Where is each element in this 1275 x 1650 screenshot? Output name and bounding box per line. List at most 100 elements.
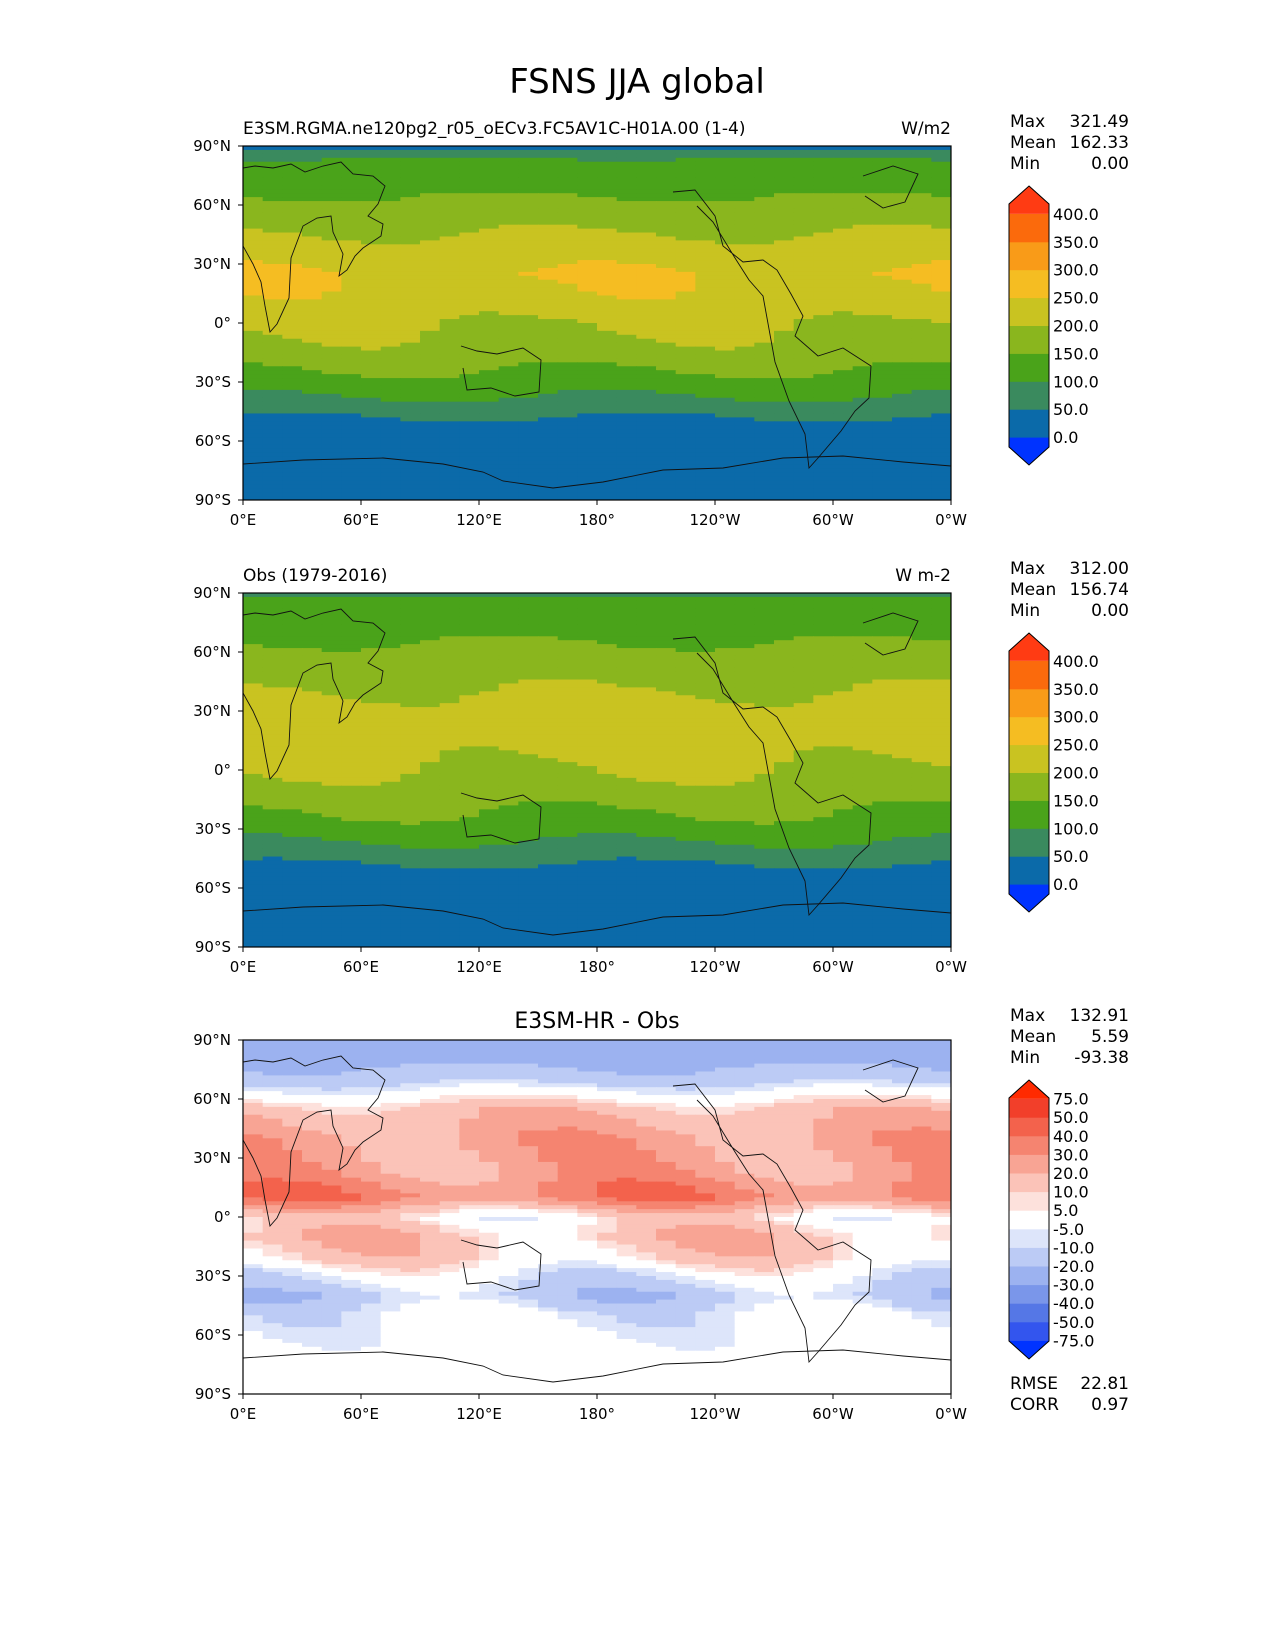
field-cell xyxy=(321,330,342,336)
field-cell xyxy=(380,730,401,736)
field-cell xyxy=(341,460,362,466)
field-cell xyxy=(538,169,559,175)
field-cell xyxy=(361,197,382,202)
field-cell xyxy=(675,165,696,171)
field-cell xyxy=(931,346,951,352)
field-cell xyxy=(459,397,480,403)
field-cell xyxy=(380,236,401,241)
field-cell xyxy=(774,366,795,371)
field-cell xyxy=(734,311,755,316)
field-cell xyxy=(459,177,480,182)
field-cell xyxy=(597,185,618,190)
field-cell xyxy=(282,240,303,245)
field-cell xyxy=(656,378,677,383)
field-cell xyxy=(557,604,578,610)
field-cell xyxy=(420,177,441,182)
field-cell xyxy=(715,663,736,669)
field-cell xyxy=(321,766,342,771)
field-cell xyxy=(262,264,283,269)
field-cell xyxy=(577,596,598,602)
field-cell xyxy=(341,714,362,720)
field-cell xyxy=(892,600,913,606)
field-cell xyxy=(852,350,873,356)
field-cell xyxy=(420,295,441,300)
field-cell xyxy=(439,201,460,206)
field-cell xyxy=(479,248,500,253)
field-cell xyxy=(931,600,951,606)
field-cell xyxy=(813,224,834,230)
field-cell xyxy=(911,679,932,685)
field-cell xyxy=(361,652,382,657)
field-cell xyxy=(498,659,519,665)
field-cell xyxy=(361,703,382,708)
field-cell xyxy=(479,260,500,265)
field-cell xyxy=(852,256,873,261)
field-cell xyxy=(793,358,814,363)
field-cell xyxy=(656,409,677,415)
field-cell xyxy=(813,726,834,732)
field-cell xyxy=(813,773,834,779)
field-cell xyxy=(911,593,932,598)
field-cell xyxy=(321,189,342,194)
field-cell xyxy=(557,456,578,462)
field-cell xyxy=(439,228,460,234)
field-cell xyxy=(616,157,637,163)
field-cell xyxy=(380,742,401,747)
field-cell xyxy=(262,667,283,673)
field-cell xyxy=(400,315,421,320)
field-cell xyxy=(498,707,519,712)
field-cell xyxy=(321,773,342,779)
field-cell xyxy=(459,330,480,336)
field-cell xyxy=(833,208,854,214)
field-cell xyxy=(734,671,755,677)
field-cell xyxy=(872,295,893,300)
field-cell xyxy=(321,393,342,399)
field-cell xyxy=(498,679,519,685)
field-cell xyxy=(282,464,303,470)
x-axis: 0°E 60°E 120°E 180° 120°W 60°W 0°W xyxy=(230,500,967,529)
field-cell xyxy=(262,722,283,728)
field-cell xyxy=(361,722,382,728)
field-cell xyxy=(813,208,834,214)
field-cell xyxy=(518,421,539,426)
field-cell xyxy=(380,393,401,399)
field-cell xyxy=(518,655,539,661)
field-cell xyxy=(931,734,951,740)
field-cell xyxy=(380,405,401,411)
field-cell xyxy=(420,330,441,336)
field-cell xyxy=(557,596,578,602)
field-cell xyxy=(813,315,834,320)
field-cell xyxy=(931,452,951,458)
field-cell xyxy=(931,307,951,312)
field-cell xyxy=(597,441,618,446)
field-cell xyxy=(243,271,264,277)
field-cell xyxy=(695,683,716,688)
field-cell xyxy=(479,362,500,367)
field-cell xyxy=(321,758,342,763)
field-cell xyxy=(341,315,362,320)
field-cell xyxy=(793,252,814,257)
field-cell xyxy=(538,714,559,720)
field-cell xyxy=(695,722,716,728)
field-cell xyxy=(734,773,755,779)
field-cell xyxy=(734,201,755,206)
field-cell xyxy=(774,405,795,411)
field-cell xyxy=(833,484,854,489)
field-cell xyxy=(282,738,303,744)
field-cell xyxy=(243,703,264,708)
field-cell xyxy=(302,224,323,230)
field-cell xyxy=(321,750,342,755)
field-cell xyxy=(577,640,598,645)
field-cell xyxy=(459,718,480,724)
field-cell xyxy=(538,181,559,186)
colorbar-tick-label: 100.0 xyxy=(1053,372,1099,391)
field-cell xyxy=(931,240,951,245)
field-cell xyxy=(852,157,873,163)
field-cell xyxy=(577,593,598,598)
field-cell xyxy=(754,295,775,300)
field-cell xyxy=(321,754,342,759)
field-cell xyxy=(636,754,657,759)
field-cell xyxy=(577,476,598,481)
y-axis: 90°N60°N30°N0°30°S60°S90°S xyxy=(193,137,243,509)
field-cell xyxy=(734,425,755,430)
